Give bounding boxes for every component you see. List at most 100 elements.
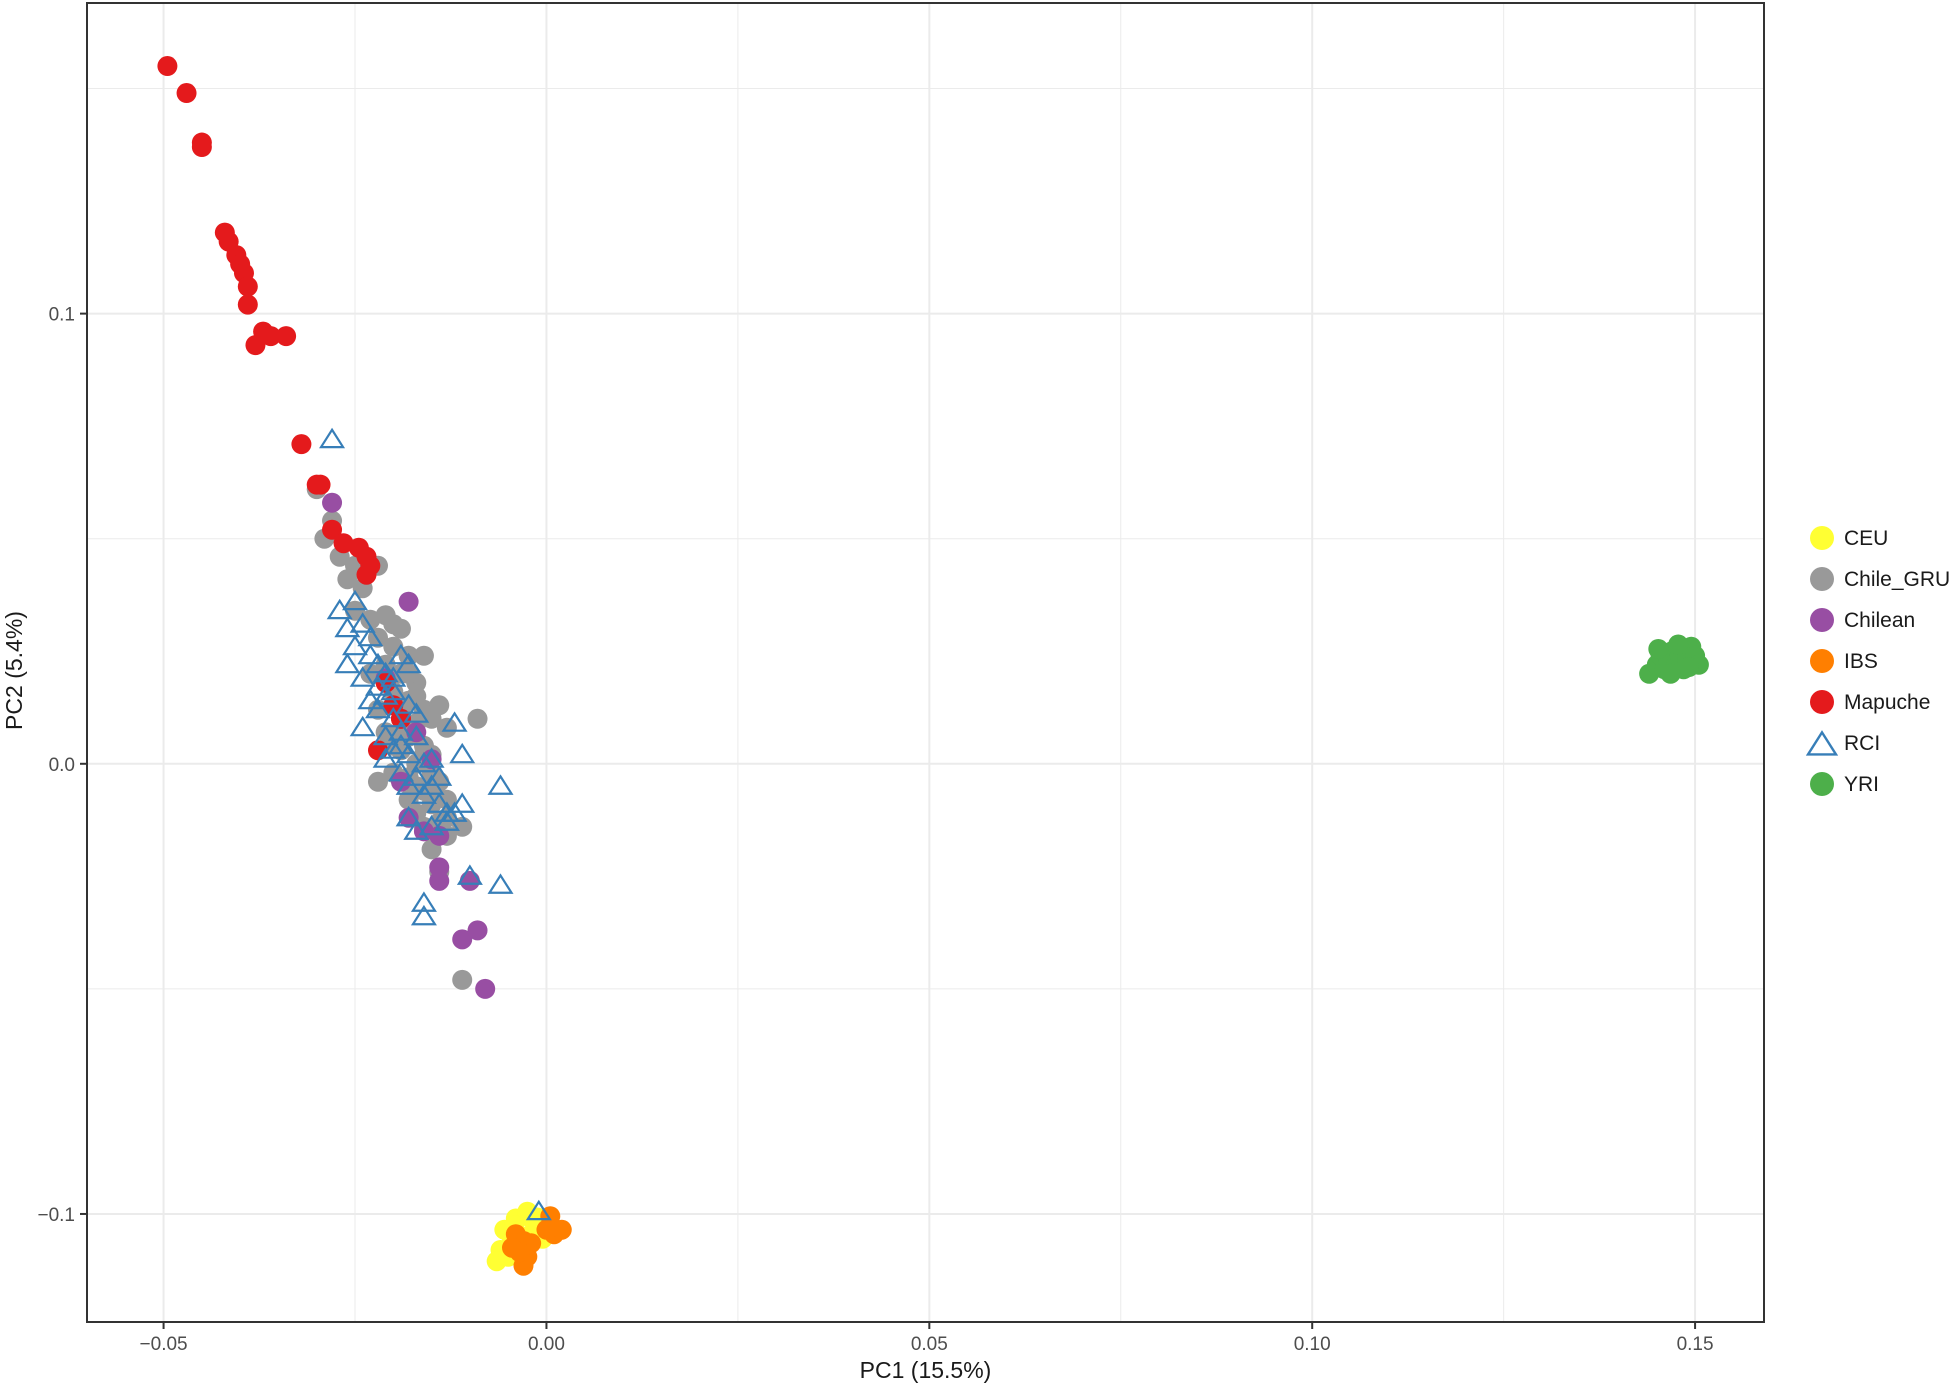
legend-key (1810, 608, 1834, 632)
data-point (245, 335, 266, 356)
data-point (403, 702, 430, 723)
y-axis-tick-labels: −0.1 0.0 0.1 (37, 305, 75, 1226)
data-point (356, 564, 377, 585)
data-point (413, 645, 434, 666)
legend-item: Chilean (1810, 608, 1915, 632)
data-point (403, 819, 430, 840)
data-point (426, 792, 453, 813)
data-point (349, 666, 376, 687)
data-point (387, 760, 414, 782)
data-point (176, 83, 197, 104)
data-point (357, 688, 384, 710)
data-point (456, 864, 483, 885)
data-point (276, 326, 297, 347)
data-point (1660, 663, 1681, 684)
data-point (364, 697, 391, 719)
data-point (395, 652, 422, 674)
y-tick-label: 0.0 (49, 755, 75, 776)
x-tick-label: 0.10 (1294, 1334, 1331, 1355)
y-tick-label: −0.1 (37, 1205, 75, 1226)
data-point (459, 870, 480, 891)
data-point (426, 765, 453, 786)
data-point (237, 276, 258, 297)
x-axis-tick-labels: −0.05 0.00 0.05 0.10 0.15 (140, 1334, 1714, 1355)
legend-item: Mapuche (1810, 690, 1930, 714)
data-point (441, 711, 468, 732)
data-point (395, 774, 422, 795)
data-point (421, 749, 442, 770)
data-point (436, 717, 457, 738)
legend-label: RCI (1844, 732, 1880, 755)
data-point (467, 708, 488, 729)
data-point (357, 643, 384, 665)
data-point (390, 618, 411, 639)
legend-key (1810, 690, 1834, 714)
plot-panel (87, 3, 1764, 1322)
data-point (403, 765, 430, 786)
plot-panel-border (86, 2, 1765, 1323)
data-point (387, 643, 414, 665)
data-point (387, 720, 414, 741)
data-point (540, 1217, 561, 1238)
legend-label: Chilean (1844, 609, 1915, 632)
data-point (410, 751, 437, 773)
data-point (398, 807, 419, 828)
data-point (380, 666, 407, 687)
legend-item: CEU (1810, 526, 1888, 550)
data-point (349, 715, 376, 737)
data-point (342, 634, 369, 656)
axis-ticks (80, 312, 1697, 1329)
data-point (509, 1242, 530, 1263)
data-point (367, 771, 388, 792)
data-point (237, 294, 258, 315)
x-axis-title: PC1 (15.5%) (860, 1357, 992, 1383)
data-point (372, 724, 399, 746)
legend-key (1805, 730, 1839, 756)
grid-lines (87, 3, 1764, 1322)
data-point (364, 652, 391, 674)
data-point (395, 742, 422, 764)
data-point (333, 533, 354, 554)
data-point (342, 589, 369, 611)
legend-key (1810, 649, 1834, 673)
data-point (449, 742, 476, 764)
data-point (322, 519, 343, 540)
data-point (372, 684, 399, 705)
data-point (452, 969, 473, 990)
data-point (403, 724, 430, 746)
data-point (487, 774, 514, 795)
legend-item: RCI (1805, 730, 1880, 756)
data-point (380, 706, 407, 728)
data-point (418, 774, 445, 795)
x-tick-label: 0.15 (1677, 1334, 1714, 1355)
data-point (322, 492, 343, 513)
legend-item: Chile_GRU (1810, 567, 1950, 591)
data-point (398, 663, 419, 684)
data-point (429, 870, 450, 891)
data-point (291, 434, 312, 455)
legend-label: Chile_GRU (1844, 568, 1950, 591)
data-point (452, 929, 473, 950)
data-point (475, 978, 496, 999)
legend-key (1810, 772, 1834, 796)
series-rci (319, 427, 552, 1221)
data-point (1668, 634, 1689, 655)
y-tick-label: 0.1 (49, 305, 75, 326)
y-axis-title: PC2 (5.4%) (1, 611, 27, 730)
data-point (398, 591, 419, 612)
legend-key (1810, 526, 1834, 550)
data-point (380, 738, 407, 759)
data-point (380, 679, 407, 701)
data-point (372, 661, 399, 683)
data-point (360, 609, 381, 630)
legend-label: CEU (1844, 527, 1888, 550)
data-point (487, 873, 514, 894)
legend-label: Mapuche (1844, 691, 1930, 714)
legend-label: IBS (1844, 650, 1878, 673)
legend-item: IBS (1810, 649, 1878, 673)
data-point (449, 792, 476, 813)
legend-key (1810, 567, 1834, 591)
data-point (395, 805, 422, 827)
data-point (390, 771, 411, 792)
